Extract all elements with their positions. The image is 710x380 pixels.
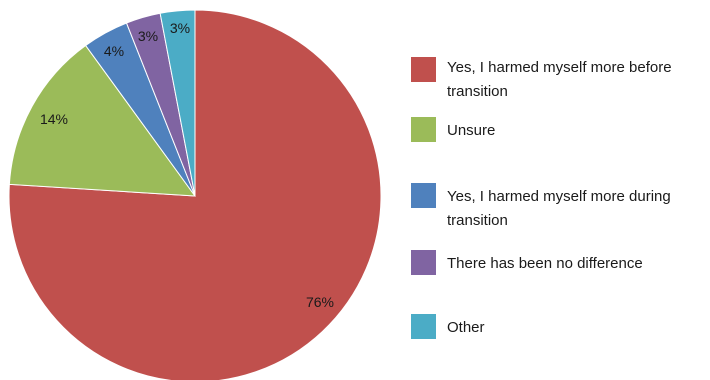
slice-value-label-2: 14%	[40, 111, 68, 127]
legend-label-1: Yes, I harmed myself more before transiti…	[447, 59, 672, 100]
legend-item-3: Yes, I harmed myself more during transiti…	[411, 183, 671, 229]
pie-slices	[8, 9, 382, 380]
slice-value-label-3: 4%	[104, 43, 124, 59]
legend-label-4: There has been no difference	[447, 255, 643, 272]
legend-swatch-5	[411, 314, 436, 339]
pie-slice-5	[159, 9, 196, 197]
legend-item-1: Yes, I harmed myself more before transiti…	[411, 57, 672, 100]
slice-value-label-5: 3%	[170, 20, 190, 36]
legend-swatch-2	[411, 117, 436, 142]
legend-item-4: There has been no difference	[411, 250, 643, 275]
slice-value-label-1: 76%	[306, 294, 334, 310]
legend-swatch-3	[411, 183, 436, 208]
legend-swatch-4	[411, 250, 436, 275]
slice-value-label-4: 3%	[138, 28, 158, 44]
legend-label-5: Other	[447, 319, 485, 336]
legend-label-3: Yes, I harmed myself more during transiti…	[447, 188, 671, 229]
legend-swatch-1	[411, 57, 436, 82]
legend-item-5: Other	[411, 314, 485, 339]
pie-slice-2	[8, 44, 197, 197]
legend: Yes, I harmed myself more before transiti…	[411, 57, 672, 339]
legend-item-2: Unsure	[411, 117, 495, 142]
pie-slice-labels: 76% 14% 4% 3% 3%	[40, 20, 334, 310]
legend-label-2: Unsure	[447, 122, 495, 139]
